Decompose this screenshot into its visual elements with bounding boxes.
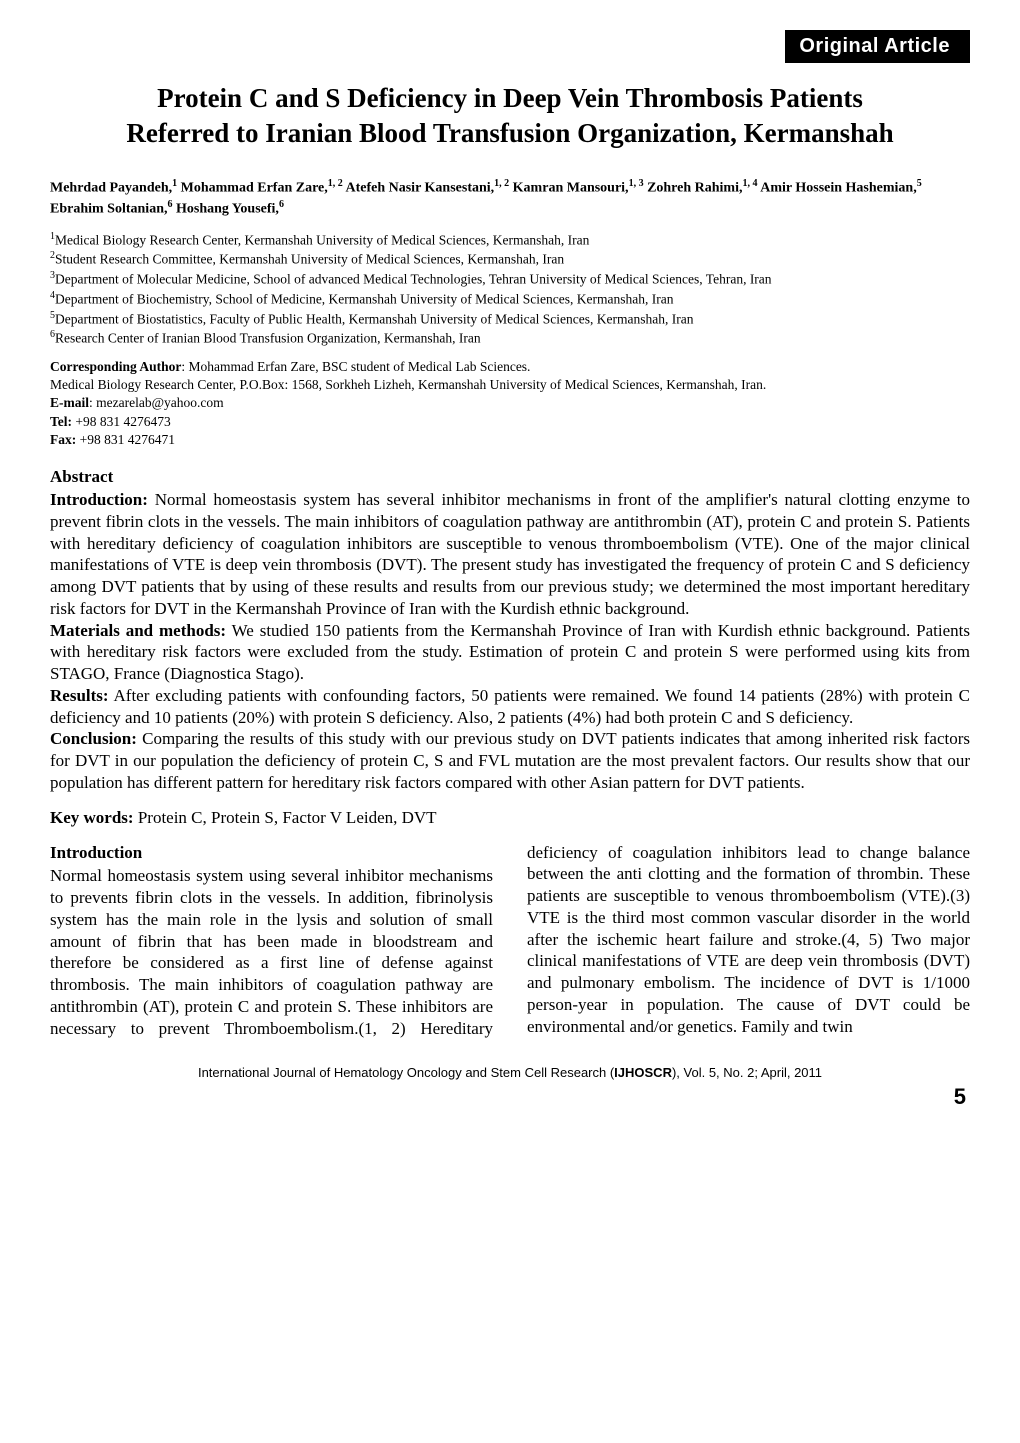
abstract-conclusion-text: Comparing the results of this study with… (50, 729, 970, 792)
abstract-methods-label: Materials and methods: (50, 621, 226, 640)
author-list: Mehrdad Payandeh,1 Mohammad Erfan Zare,1… (50, 177, 970, 220)
footer-journal-abbr: IJHOSCR (614, 1065, 672, 1080)
keywords-label: Key words: (50, 808, 134, 827)
page-footer: International Journal of Hematology Onco… (50, 1065, 970, 1080)
affiliation-line: 4Department of Biochemistry, School of M… (50, 289, 970, 309)
email-label: E-mail (50, 395, 89, 410)
fax-value: +98 831 4276471 (76, 432, 175, 447)
corresponding-author-block: Corresponding Author: Mohammad Erfan Zar… (50, 358, 970, 449)
footer-text-pre: International Journal of Hematology Onco… (198, 1065, 614, 1080)
footer-text-post: ), Vol. 5, No. 2; April, 2011 (672, 1065, 822, 1080)
abstract-intro-label: Introduction: (50, 490, 148, 509)
introduction-body: Normal homeostasis system using several … (50, 843, 970, 1038)
abstract-intro-text: Normal homeostasis system has several in… (50, 490, 970, 618)
corresponding-label: Corresponding Author (50, 359, 181, 374)
affiliation-line: 3Department of Molecular Medicine, Schoo… (50, 269, 970, 289)
abstract-heading: Abstract (50, 467, 970, 487)
affiliation-line: 2Student Research Committee, Kermanshah … (50, 249, 970, 269)
keywords-text: Protein C, Protein S, Factor V Leiden, D… (134, 808, 437, 827)
affiliation-line: 5Department of Biostatistics, Faculty of… (50, 309, 970, 329)
corresponding-name: : Mohammad Erfan Zare, BSC student of Me… (181, 359, 530, 374)
affiliation-line: 6Research Center of Iranian Blood Transf… (50, 328, 970, 348)
fax-label: Fax: (50, 432, 76, 447)
keywords-line: Key words: Protein C, Protein S, Factor … (50, 808, 970, 828)
tel-value: +98 831 4276473 (72, 414, 171, 429)
body-columns: Introduction Normal homeostasis system u… (50, 842, 970, 1040)
abstract-results-text: After excluding patients with confoundin… (50, 686, 970, 727)
tel-label: Tel: (50, 414, 72, 429)
introduction-heading: Introduction (50, 842, 493, 864)
abstract-results-label: Results: (50, 686, 109, 705)
abstract-body: Introduction: Normal homeostasis system … (50, 489, 970, 794)
article-title: Protein C and S Deficiency in Deep Vein … (110, 81, 910, 151)
affiliations-block: 1Medical Biology Research Center, Kerman… (50, 230, 970, 348)
article-type-badge: Original Article (785, 30, 970, 63)
page-number: 5 (50, 1084, 970, 1110)
email-value: : mezarelab@yahoo.com (89, 395, 224, 410)
affiliation-line: 1Medical Biology Research Center, Kerman… (50, 230, 970, 250)
abstract-conclusion-label: Conclusion: (50, 729, 137, 748)
corresponding-address: Medical Biology Research Center, P.O.Box… (50, 376, 970, 394)
